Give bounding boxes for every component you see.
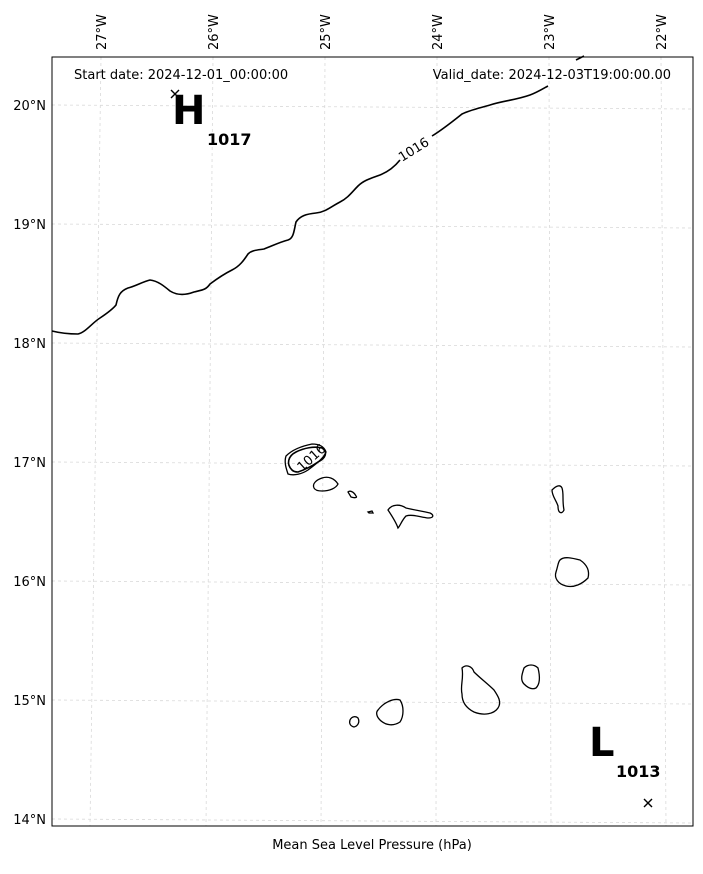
lat-tick-17n: 17°N (13, 456, 46, 471)
isobar-contour-north-3 (575, 55, 585, 61)
lon-tick-27w: 27°W (95, 14, 110, 50)
valid-date-label: Valid_date: 2024-12-03T19:00:00.00 (433, 68, 671, 83)
map-frame (51, 56, 694, 827)
gridline-17n (51, 461, 694, 467)
lat-tick-16n: 16°N (13, 575, 46, 590)
gridline-23w (548, 56, 552, 827)
isobar-contour-north (51, 159, 401, 335)
gridline-19n (51, 223, 694, 229)
start-date-label: Start date: 2024-12-01_00:00:00 (74, 68, 288, 83)
isobar-contour-north-2 (431, 85, 549, 137)
island-sao-nicolau (387, 504, 434, 530)
island-sal (551, 485, 565, 514)
island-maio (521, 664, 540, 690)
gridline-14n (51, 818, 694, 824)
island-santa-luzia (347, 490, 358, 499)
lat-tick-18n: 18°N (13, 337, 46, 352)
gridline-18n (51, 342, 694, 348)
high-letter: H (172, 88, 205, 134)
contour-label-north: 1016 (396, 135, 432, 165)
low-pressure-center: L 1013 (589, 720, 661, 808)
gridline-22w (660, 56, 667, 827)
low-value: 1013 (616, 762, 661, 781)
lat-tick-20n: 20°N (13, 99, 46, 114)
lat-tick-19n: 19°N (13, 218, 46, 233)
island-fogo (376, 698, 404, 726)
gridline-16n (51, 580, 694, 586)
lat-gridlines (51, 104, 694, 824)
lon-tick-labels: 27°W 26°W 25°W 24°W 23°W 22°W (95, 14, 670, 50)
island-santiago (460, 665, 501, 715)
lon-tick-25w: 25°W (319, 14, 334, 50)
gridline-25w (320, 56, 326, 827)
island-raso (366, 510, 375, 514)
coastlines (284, 443, 590, 728)
island-boa-vista (554, 557, 590, 588)
lon-tick-26w: 26°W (207, 14, 222, 50)
lon-tick-22w: 22°W (655, 14, 670, 50)
lon-gridlines (89, 56, 667, 827)
island-sao-vicente (312, 476, 339, 492)
map-caption: Mean Sea Level Pressure (hPa) (272, 838, 472, 853)
lon-tick-23w: 23°W (543, 14, 558, 50)
lat-tick-15n: 15°N (13, 694, 46, 709)
gridline-26w (205, 56, 214, 827)
low-marker-icon-stroke (643, 798, 653, 808)
high-marker-icon-stroke (170, 89, 180, 99)
gridline-27w (89, 56, 102, 827)
lat-tick-14n: 14°N (13, 813, 46, 828)
lat-tick-labels: 20°N 19°N 18°N 17°N 16°N 15°N 14°N (13, 99, 46, 828)
high-pressure-center: H 1017 (170, 88, 252, 149)
low-letter: L (589, 720, 615, 766)
gridline-15n (51, 699, 694, 705)
high-value: 1017 (207, 130, 252, 149)
gridline-20n (51, 104, 694, 110)
lon-tick-24w: 24°W (431, 14, 446, 50)
island-brava (348, 716, 360, 728)
island-santo-antao (284, 443, 327, 476)
gridline-24w (435, 56, 438, 827)
isobar-contour-island (287, 446, 327, 473)
